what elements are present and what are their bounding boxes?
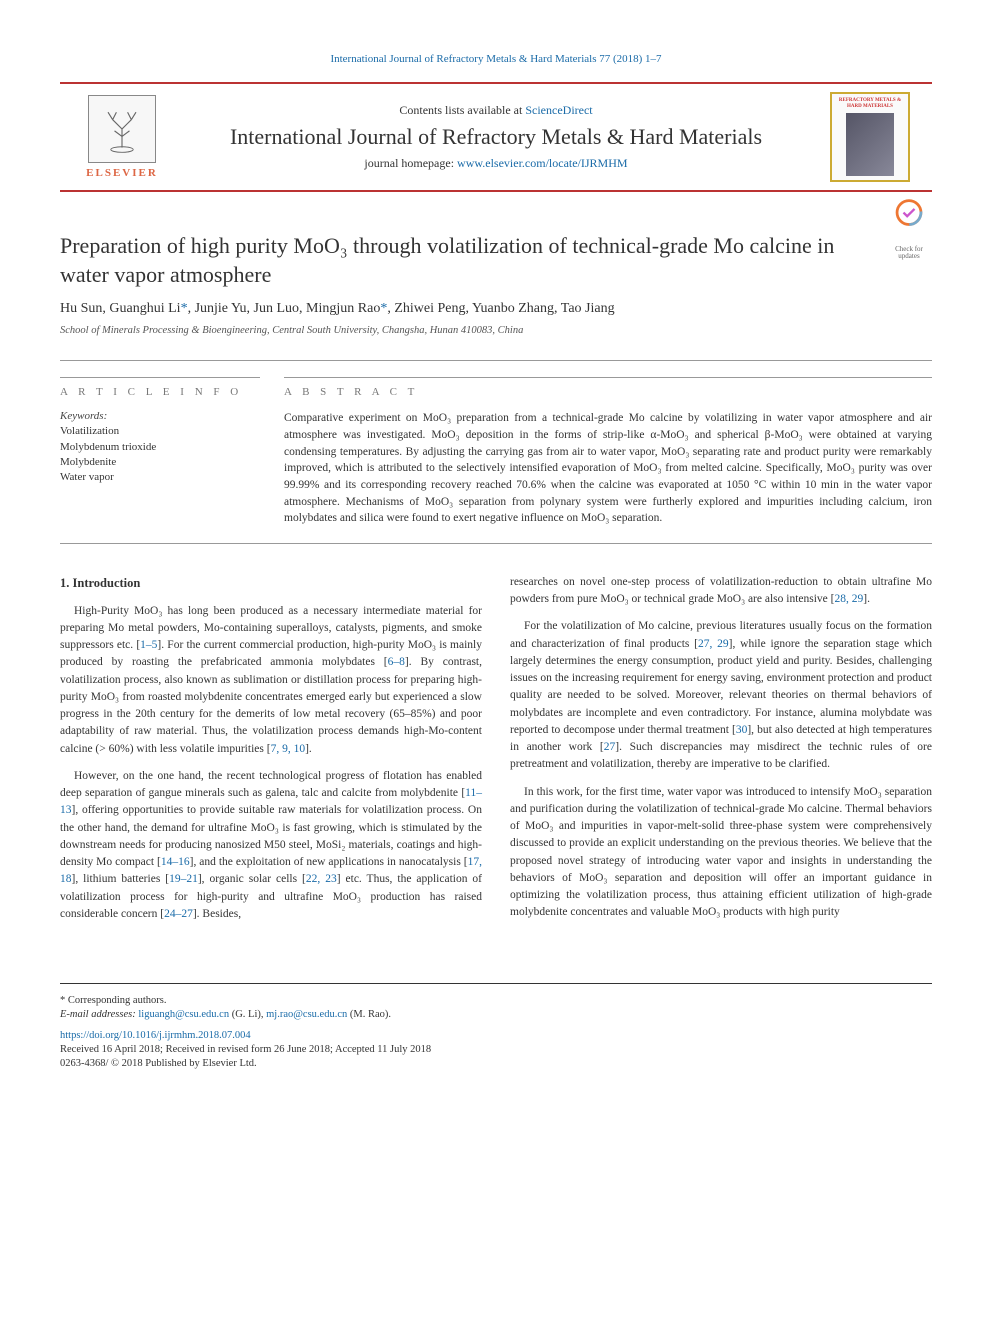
citation-ref[interactable]: 14–16 — [161, 856, 190, 868]
citation-ref[interactable]: 22, 23 — [306, 873, 337, 885]
body-paragraph: For the volatilization of Mo calcine, pr… — [510, 618, 932, 773]
author-list: Hu Sun, Guanghui Li*, Junjie Yu, Jun Luo… — [60, 301, 932, 317]
citation-ref[interactable]: 11–13 — [60, 787, 482, 816]
citation-ref[interactable]: 17, 18 — [60, 856, 482, 885]
cover-title-text: REFRACTORY METALS & HARD MATERIALS — [836, 98, 904, 109]
citation-ref[interactable]: 1–5 — [140, 639, 157, 651]
check-for-updates-badge[interactable]: Check for updates — [886, 196, 932, 242]
received-line: Received 16 April 2018; Received in revi… — [60, 1044, 932, 1055]
issn-line: 0263-4368/ © 2018 Published by Elsevier … — [60, 1058, 932, 1069]
email-name-1: (G. Li), — [229, 1009, 266, 1020]
authors-text: Hu Sun, Guanghui Li*, Junjie Yu, Jun Luo… — [60, 301, 615, 316]
body-paragraph: researches on novel one-step process of … — [510, 574, 932, 609]
email-label: E-mail addresses: — [60, 1009, 138, 1020]
cover-graphic — [846, 113, 894, 176]
homepage-link[interactable]: www.elsevier.com/locate/IJRMHM — [457, 156, 628, 170]
cover-image: REFRACTORY METALS & HARD MATERIALS — [830, 92, 910, 182]
abstract-text: Comparative experiment on MoO₃ preparati… — [284, 410, 932, 527]
citation-ref[interactable]: 6–8 — [388, 656, 405, 668]
journal-issue-link[interactable]: International Journal of Refractory Meta… — [330, 53, 661, 65]
homepage-line: journal homepage: www.elsevier.com/locat… — [172, 156, 820, 171]
badge-line2: updates — [886, 253, 932, 260]
masthead-center: Contents lists available at ScienceDirec… — [172, 103, 820, 171]
doi-link[interactable]: https://doi.org/10.1016/j.ijrmhm.2018.07… — [60, 1030, 251, 1041]
citation-ref[interactable]: 7, 9, 10 — [271, 743, 306, 755]
keyword-item: Volatilization — [60, 424, 260, 439]
affiliation: School of Minerals Processing & Bioengin… — [60, 325, 932, 336]
journal-title: International Journal of Refractory Meta… — [172, 124, 820, 150]
keyword-item: Molybdenite — [60, 455, 260, 470]
article-title: Preparation of high purity MoO₃ through … — [60, 232, 932, 289]
elsevier-wordmark: ELSEVIER — [86, 167, 158, 179]
article-info-label: A R T I C L E I N F O — [60, 386, 260, 398]
masthead: ELSEVIER Contents lists available at Sci… — [60, 82, 932, 192]
running-head: International Journal of Refractory Meta… — [60, 50, 932, 66]
email-link-2[interactable]: mj.rao@csu.edu.cn — [266, 1009, 347, 1020]
article-info-column: A R T I C L E I N F O Keywords: Volatili… — [60, 377, 260, 527]
info-abstract-block: A R T I C L E I N F O Keywords: Volatili… — [60, 360, 932, 544]
contents-prefix: Contents lists available at — [399, 103, 525, 117]
email-link-1[interactable]: liguangh@csu.edu.cn — [138, 1009, 229, 1020]
keywords-label: Keywords: — [60, 410, 260, 422]
keyword-item: Molybdenum trioxide — [60, 440, 260, 455]
keyword-item: Water vapor — [60, 470, 260, 485]
citation-ref[interactable]: 19–21 — [169, 873, 198, 885]
email-line: E-mail addresses: liguangh@csu.edu.cn (G… — [60, 1009, 932, 1020]
citation-ref[interactable]: 27 — [604, 741, 616, 753]
body-column-left: 1. Introduction High-Purity MoO₃ has lon… — [60, 574, 482, 933]
abstract-label: A B S T R A C T — [284, 386, 932, 398]
abstract-column: A B S T R A C T Comparative experiment o… — [284, 377, 932, 527]
publisher-logo-block: ELSEVIER — [72, 95, 172, 179]
citation-ref[interactable]: 24–27 — [164, 908, 193, 920]
citation-ref[interactable]: 28, 29 — [835, 593, 864, 605]
citation-ref[interactable]: 30 — [736, 724, 748, 736]
body-paragraph: However, on the one hand, the recent tec… — [60, 768, 482, 923]
body-column-right: researches on novel one-step process of … — [510, 574, 932, 933]
email-name-2: (M. Rao). — [347, 1009, 391, 1020]
article-footer: * Corresponding authors. E-mail addresse… — [60, 983, 932, 1069]
body-paragraph: High-Purity MoO₃ has long been produced … — [60, 603, 482, 758]
elsevier-tree-icon — [88, 95, 156, 163]
journal-cover-thumb: REFRACTORY METALS & HARD MATERIALS — [820, 92, 920, 182]
contents-line: Contents lists available at ScienceDirec… — [172, 103, 820, 118]
section-heading-intro: 1. Introduction — [60, 574, 482, 593]
citation-ref[interactable]: 27, 29 — [698, 638, 729, 650]
sciencedirect-link[interactable]: ScienceDirect — [525, 103, 592, 117]
body-columns: 1. Introduction High-Purity MoO₃ has lon… — [60, 574, 932, 933]
corresponding-label: * Corresponding authors. — [60, 995, 932, 1006]
homepage-prefix: journal homepage: — [364, 156, 457, 170]
body-paragraph: In this work, for the first time, water … — [510, 784, 932, 922]
